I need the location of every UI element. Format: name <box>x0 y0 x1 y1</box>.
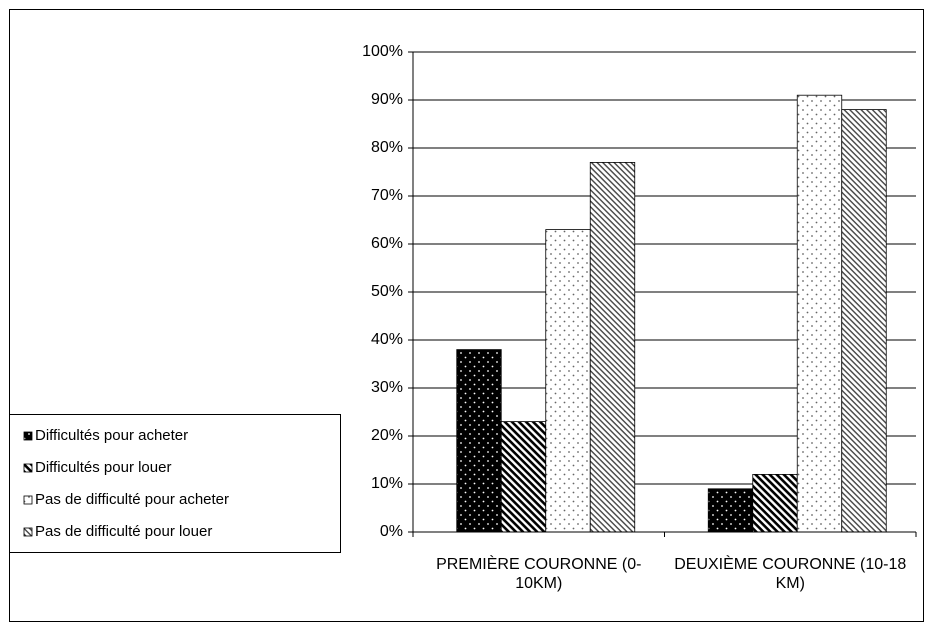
y-tick-label: 10% <box>371 475 403 492</box>
y-tick-label: 100% <box>362 43 403 60</box>
bar <box>796 94 843 533</box>
y-tick-label: 40% <box>371 331 403 348</box>
bar <box>545 229 591 533</box>
y-tick-label: 50% <box>371 283 403 300</box>
y-tick-label: 0% <box>380 523 403 540</box>
legend-label: Difficultés pour acheter <box>35 427 188 444</box>
y-tick-label: 70% <box>371 187 403 204</box>
bar <box>589 161 636 533</box>
legend-swatch <box>23 495 33 505</box>
legend-label: Pas de difficulté pour acheter <box>35 491 229 508</box>
legend-label: Pas de difficulté pour louer <box>35 523 212 540</box>
x-tick-label: DEUXIÈME COURONNE (10-18 KM) <box>674 556 907 592</box>
y-tick-label: 20% <box>371 427 403 444</box>
legend-swatch <box>23 463 33 473</box>
bar <box>707 488 754 533</box>
y-tick-label: 80% <box>371 139 403 156</box>
y-tick-label: 60% <box>371 235 403 252</box>
bar <box>456 349 502 533</box>
x-tick-label: PREMIÈRE COURONNE (0-10KM) <box>436 556 642 592</box>
bar <box>500 421 547 533</box>
legend-label: Difficultés pour louer <box>35 459 171 476</box>
y-tick-label: 90% <box>371 91 403 108</box>
legend-box <box>9 414 341 553</box>
legend-swatch <box>23 527 33 537</box>
outer-border <box>9 9 924 622</box>
bar <box>752 473 798 533</box>
legend-swatch <box>23 431 33 441</box>
bar <box>841 109 887 533</box>
y-tick-label: 30% <box>371 379 403 396</box>
